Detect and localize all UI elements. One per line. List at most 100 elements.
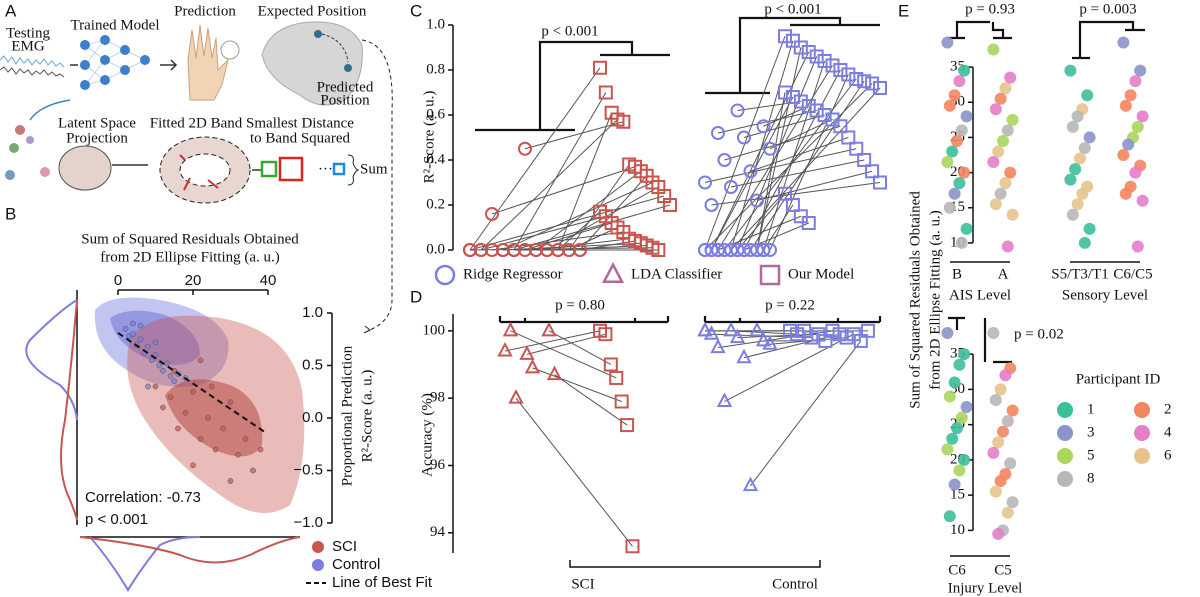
- point: [130, 320, 136, 327]
- point: [1004, 166, 1017, 179]
- annotation: p = 0.93: [965, 1, 1015, 17]
- point: [1078, 236, 1091, 249]
- marker-circle: [756, 119, 771, 134]
- marker-circle: [518, 141, 532, 156]
- marker-triangle: [703, 325, 720, 340]
- pair-line: [730, 159, 865, 188]
- point: [1064, 64, 1077, 77]
- annotation: p < 0.001: [85, 511, 148, 528]
- marker-circle: [704, 198, 719, 212]
- pair-line: [480, 119, 618, 251]
- legend-marker: [312, 559, 324, 571]
- point: [1001, 240, 1014, 253]
- y-tick-label: 100: [423, 322, 446, 338]
- pair-line: [469, 195, 665, 251]
- group-line: [950, 261, 1140, 557]
- marker-circle: [434, 264, 456, 286]
- point: [1076, 187, 1089, 200]
- point: [156, 362, 163, 369]
- point: [989, 103, 1002, 116]
- point: [197, 357, 204, 364]
- pair-line: [704, 148, 857, 183]
- annotation: p = 0.80: [555, 297, 605, 313]
- marker-square: [598, 85, 613, 100]
- marker-square: [825, 323, 840, 338]
- point: [955, 411, 968, 424]
- marker-square: [603, 357, 618, 372]
- point: [987, 327, 1000, 339]
- panel-label: D: [410, 287, 422, 306]
- point: [999, 82, 1012, 95]
- marker-square: [865, 76, 880, 91]
- legend-label: 4: [1164, 424, 1172, 440]
- annotation: p < 0.001: [764, 1, 821, 17]
- pair-line: [510, 330, 617, 379]
- marker-triangle: [519, 345, 535, 360]
- legend-label: 2: [1164, 401, 1172, 417]
- group-label: Injury Level: [948, 580, 1023, 596]
- marker-square: [785, 90, 800, 104]
- marker-square: [778, 85, 792, 100]
- point: [152, 383, 159, 390]
- marker-square: [849, 141, 864, 156]
- marker-square: [801, 45, 816, 59]
- annotation: p = 0.22: [765, 297, 815, 313]
- marker-circle: [711, 126, 725, 140]
- marker-triangle: [502, 321, 519, 337]
- point: [992, 527, 1005, 540]
- point: [1119, 187, 1132, 200]
- point: [1129, 166, 1142, 179]
- bracket: [703, 316, 882, 324]
- point: [212, 446, 219, 453]
- marker-square: [818, 333, 833, 348]
- bracket: [705, 16, 880, 95]
- point: [190, 462, 196, 469]
- dots: ···: [318, 161, 333, 177]
- group-label: AIS Level: [949, 287, 1011, 303]
- arrow: [160, 59, 178, 71]
- square-icon: [260, 160, 278, 178]
- legend-label: SCI: [332, 538, 357, 555]
- diagram-label: Projection: [66, 130, 128, 146]
- annotation: p = 0.003: [1079, 1, 1136, 17]
- point: [958, 64, 971, 77]
- point: [999, 369, 1012, 382]
- marker-circle: [717, 153, 732, 167]
- point: [1001, 415, 1014, 428]
- point: [160, 404, 166, 411]
- legend-label: Our Model: [788, 266, 854, 282]
- marker-triangle: [710, 338, 726, 354]
- y-tick-label: 94: [430, 524, 446, 540]
- point: [175, 425, 181, 432]
- y-tick-label: 0.5: [302, 356, 323, 373]
- point: [958, 166, 971, 179]
- annotation: p = 0.02: [1014, 326, 1064, 342]
- point: [1064, 173, 1077, 186]
- marker-square: [783, 323, 797, 338]
- point: [943, 390, 956, 403]
- x-tick-label: C5: [994, 562, 1012, 578]
- marker-square: [809, 103, 824, 118]
- arrow: [29, 99, 71, 121]
- marginal-control: [89, 536, 201, 592]
- zoom-circle: [220, 40, 240, 60]
- point: [1066, 208, 1079, 221]
- legend-marker: [1134, 402, 1150, 418]
- y-tick-label: 0.2: [426, 196, 445, 212]
- legend-marker: [1057, 448, 1073, 464]
- legend-label: 8: [1087, 470, 1095, 486]
- pair-line: [717, 65, 833, 251]
- point: [960, 401, 973, 414]
- diagram-label: Fitted 2D Band: [150, 115, 243, 131]
- marker-square: [839, 330, 854, 345]
- marker-circle: [485, 207, 499, 221]
- network-nodes: [80, 35, 150, 90]
- marker-square: [833, 63, 848, 77]
- point: [953, 177, 966, 190]
- marker-square: [865, 164, 880, 179]
- marginal-control: [25, 299, 78, 421]
- diagram-label: Prediction: [174, 3, 236, 19]
- point: [1136, 194, 1149, 207]
- point: [989, 485, 1002, 498]
